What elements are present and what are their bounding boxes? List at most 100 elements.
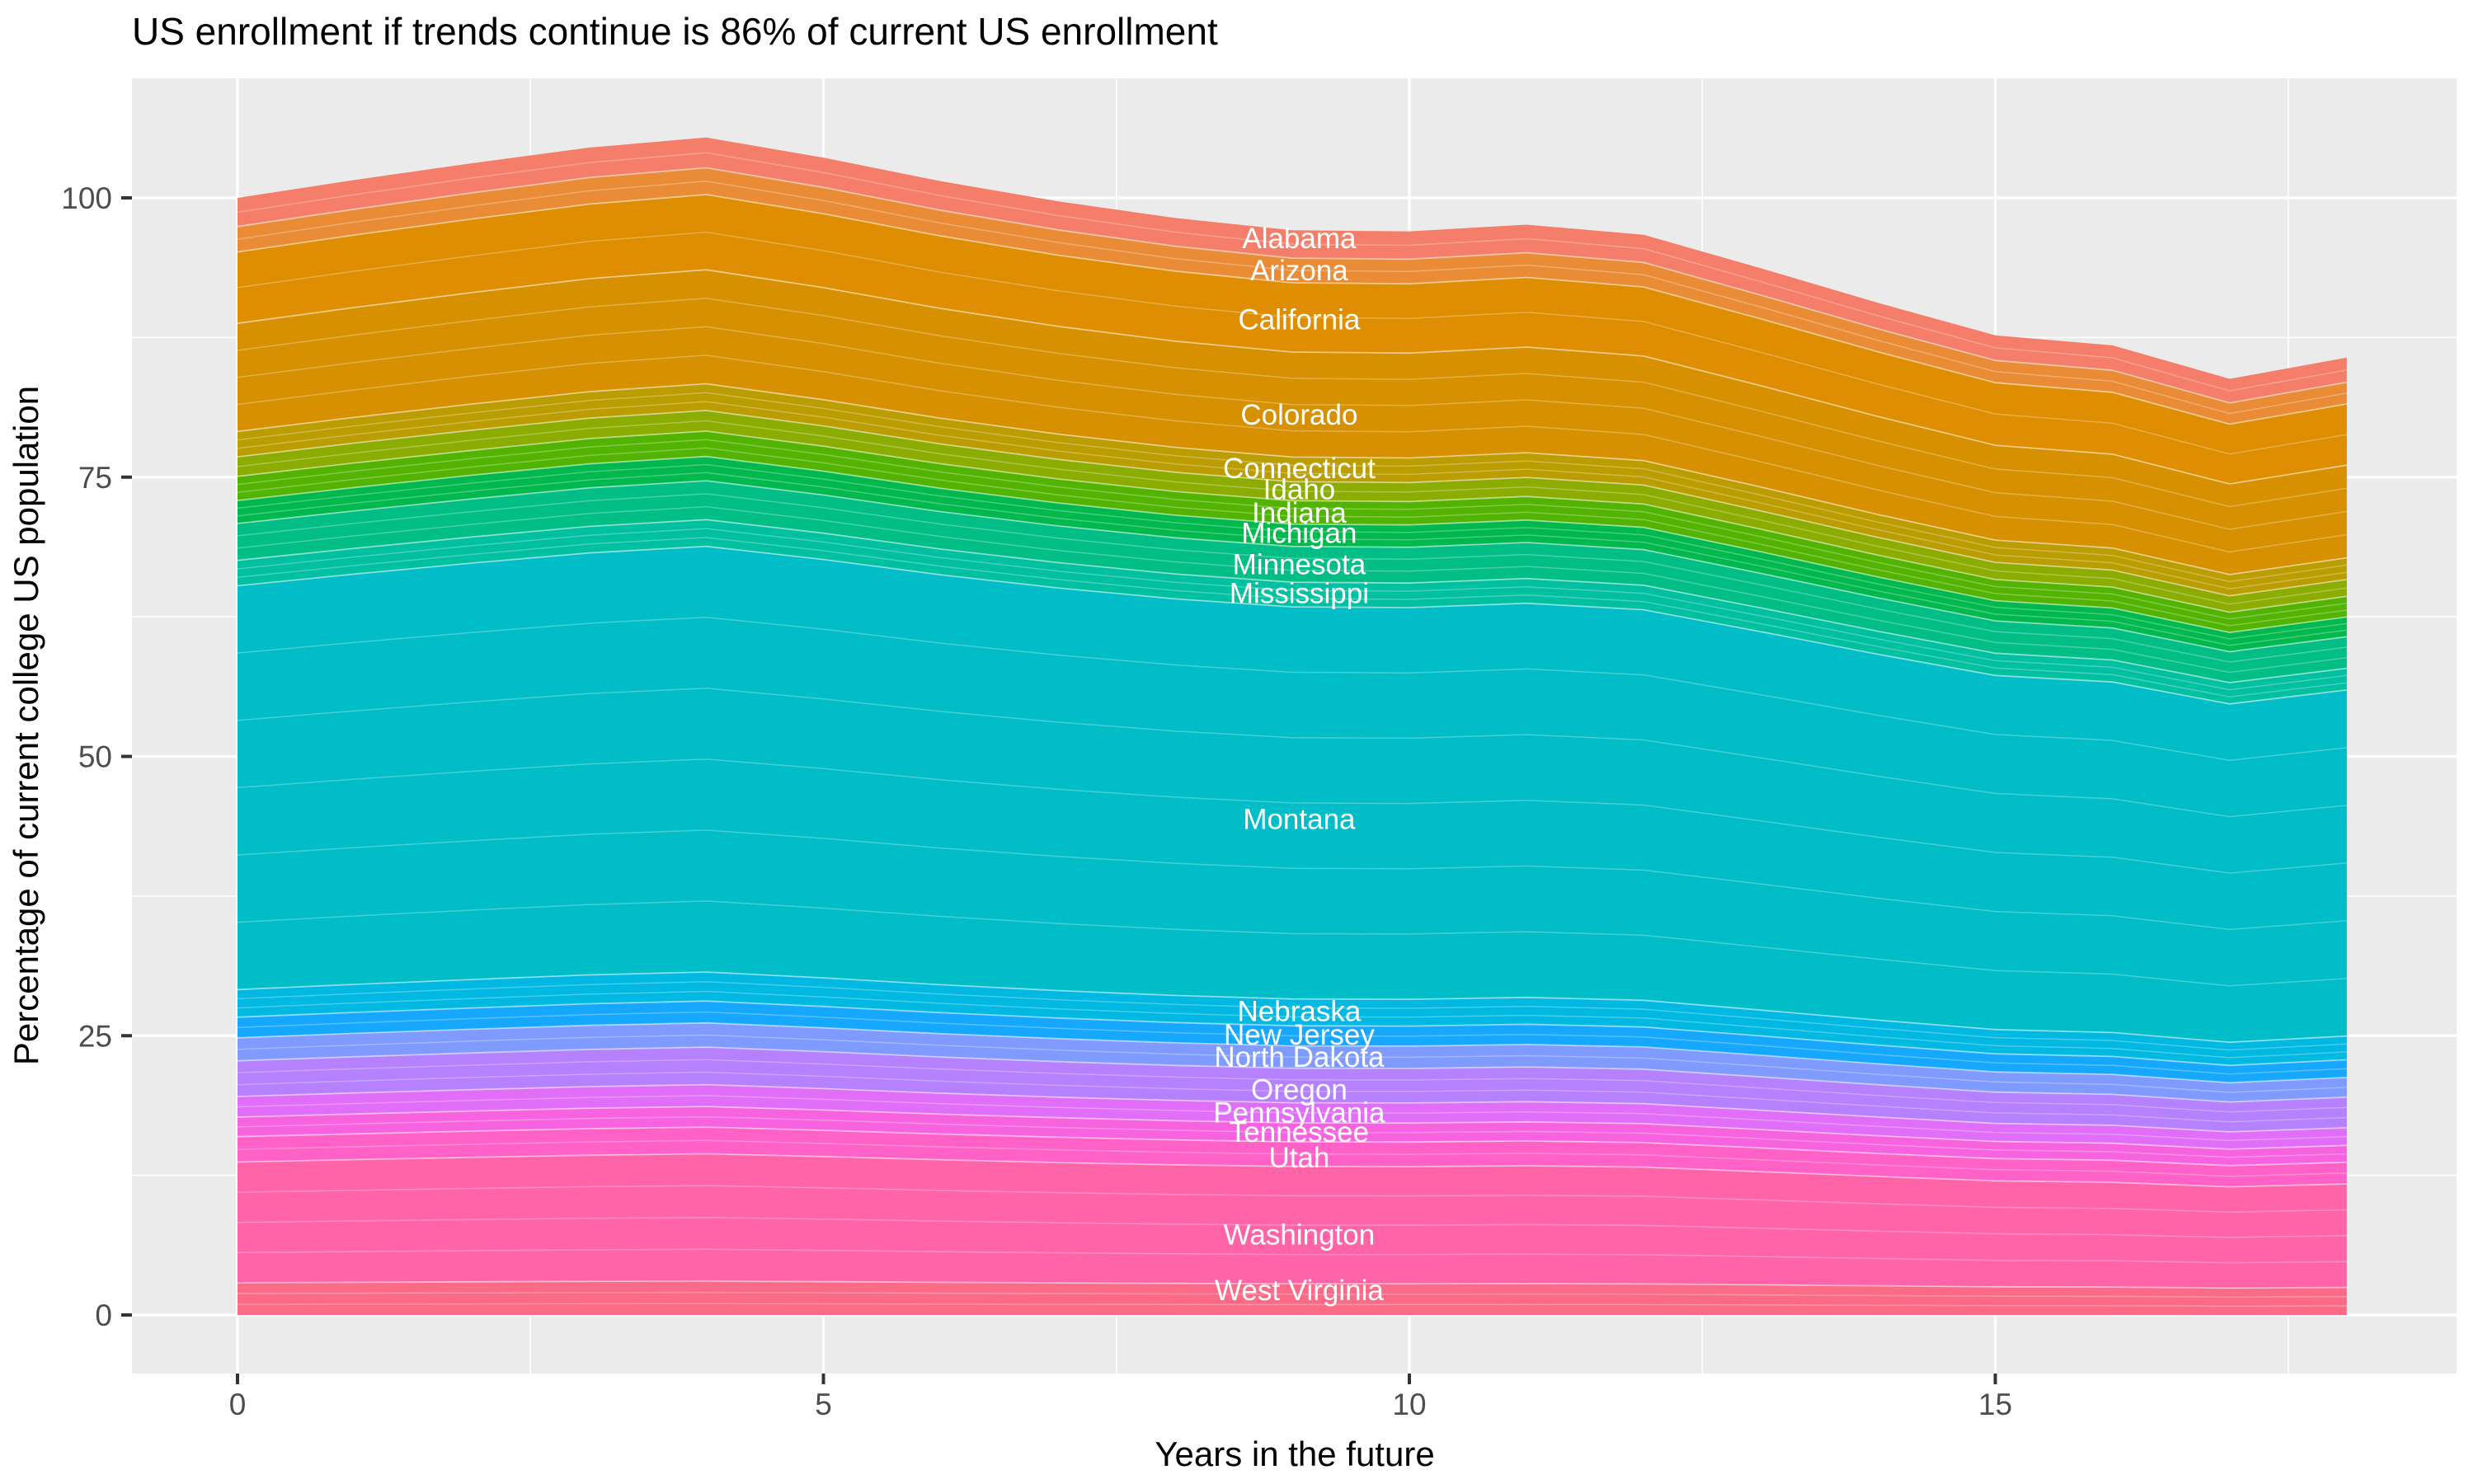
state-label-utah: Utah xyxy=(1268,1142,1329,1174)
stratum-hairline xyxy=(237,758,2347,874)
x-tick-label: 5 xyxy=(815,1388,832,1421)
stratum-hairline xyxy=(237,1139,2347,1177)
area-band-washington xyxy=(238,1153,2347,1289)
band-boundary-hairline xyxy=(237,269,2347,485)
y-tick-label: 75 xyxy=(78,461,112,495)
area-band-mississippi xyxy=(238,519,2347,704)
stratum-hairline xyxy=(237,355,2347,553)
stratum-boundary-hairlines xyxy=(237,152,2347,1307)
stratum-hairline xyxy=(237,1059,2347,1113)
stratum-hairline xyxy=(237,1303,2347,1307)
band-boundary-hairline xyxy=(237,1153,2347,1188)
x-axis-tick-labels: 0 5 10 15 xyxy=(229,1388,2012,1421)
band-boundary-hairline xyxy=(237,1280,2347,1289)
area-band-tennessee xyxy=(238,1106,2347,1166)
state-label-indiana: Indiana xyxy=(1252,497,1347,529)
stratum-hairline xyxy=(237,463,2347,640)
stratum-hairline xyxy=(237,980,2347,1051)
state-label-idaho: Idaho xyxy=(1263,474,1336,506)
band-boundary-hairline xyxy=(237,1126,2347,1167)
stratum-hairline xyxy=(237,152,2347,392)
x-axis-title: Years in the future xyxy=(1155,1435,1434,1473)
area-band-montana xyxy=(238,546,2347,1043)
band-boundary-hairline xyxy=(237,1106,2347,1150)
stratum-hairline xyxy=(237,439,2347,620)
state-label-washington: Washington xyxy=(1224,1219,1376,1251)
band-boundary-hairline xyxy=(237,409,2347,597)
area-band-oregon xyxy=(238,1047,2347,1132)
stratum-hairline xyxy=(237,392,2347,583)
state-label-oregon: Oregon xyxy=(1251,1073,1348,1106)
y-tick-label: 100 xyxy=(61,181,112,215)
stratum-hairline xyxy=(237,420,2347,605)
state-label-pennsylvania: Pennsylvania xyxy=(1213,1097,1385,1129)
state-label-mississippi: Mississippi xyxy=(1230,578,1369,610)
stratum-hairline xyxy=(237,990,2347,1059)
area-band-utah xyxy=(238,1127,2347,1187)
area-band-north-dakota xyxy=(238,1022,2347,1102)
x-tick-label: 0 xyxy=(229,1388,247,1421)
stratum-hairline xyxy=(237,472,2347,646)
stratum-hairline xyxy=(237,326,2347,530)
stratum-hairline xyxy=(237,447,2347,627)
band-boundary-hairline xyxy=(237,455,2347,634)
area-band-colorado xyxy=(238,270,2347,575)
area-band-nebraska xyxy=(238,972,2347,1066)
state-label-minnesota: Minnesota xyxy=(1233,548,1366,580)
axis-tick-marks xyxy=(121,196,1997,1384)
area-band-pennsylvania xyxy=(238,1084,2347,1149)
band-boundary-hairline xyxy=(237,1083,2347,1133)
band-boundary-hairline xyxy=(237,519,2347,683)
band-boundary-hairline xyxy=(237,383,2347,575)
stratum-hairline xyxy=(237,505,2347,674)
stratum-hairline xyxy=(237,1291,2347,1298)
state-label-colorado: Colorado xyxy=(1240,399,1357,431)
y-tick-label: 0 xyxy=(95,1298,112,1332)
area-band-west-virginia xyxy=(238,1280,2347,1315)
state-label-california: California xyxy=(1238,304,1360,336)
stratum-hairline xyxy=(237,1034,2347,1093)
band-boundary-hairline xyxy=(237,1000,2347,1067)
state-label-new-jersey: New Jersey xyxy=(1224,1019,1375,1051)
state-label-north-dakota: North Dakota xyxy=(1214,1041,1385,1073)
stratum-hairline xyxy=(237,231,2347,455)
band-boundary-hairline xyxy=(237,971,2347,1044)
stratum-hairline xyxy=(237,401,2347,589)
y-axis-tick-labels: 0 25 50 75 100 xyxy=(61,181,112,1332)
state-label-alabama: Alabama xyxy=(1242,223,1357,255)
stratum-hairline xyxy=(237,528,2347,691)
stratum-hairline xyxy=(237,829,2347,931)
state-label-connecticut: Connecticut xyxy=(1223,453,1376,485)
stratum-hairline xyxy=(237,688,2347,818)
stratum-hairline xyxy=(237,1115,2347,1158)
x-tick-label: 15 xyxy=(1978,1388,2012,1421)
stratum-hairline xyxy=(237,180,2347,415)
stratum-hairline xyxy=(237,1216,2347,1238)
state-label-nebraska: Nebraska xyxy=(1238,995,1362,1027)
stratum-hairline xyxy=(237,493,2347,663)
band-boundary-hairline xyxy=(237,167,2347,404)
stratum-hairline xyxy=(237,537,2347,697)
y-tick-label: 25 xyxy=(78,1019,112,1053)
band-boundary-hairline xyxy=(237,545,2347,705)
band-boundary-hairline xyxy=(237,480,2347,653)
band-boundary-hairline xyxy=(237,430,2347,613)
stratum-hairline xyxy=(237,298,2347,508)
stratum-hairline xyxy=(237,1011,2347,1075)
state-label-michigan: Michigan xyxy=(1241,518,1357,550)
band-boundary-hairline xyxy=(237,1021,2347,1084)
area-band-california xyxy=(238,195,2347,484)
state-label-arizona: Arizona xyxy=(1250,255,1348,287)
state-label-tennessee: Tennessee xyxy=(1230,1116,1369,1148)
stratum-hairline xyxy=(237,1248,2347,1264)
state-label-montana: Montana xyxy=(1243,803,1356,835)
state-label-west-virginia: West Virginia xyxy=(1215,1275,1384,1307)
chart-title: US enrollment if trends continue is 86% … xyxy=(132,10,1218,53)
band-boundary-hairline xyxy=(237,194,2347,425)
stratum-hairline xyxy=(237,616,2347,761)
area-band-new-jersey xyxy=(238,1001,2347,1083)
stratum-hairline xyxy=(237,900,2347,987)
band-boundary-hairline xyxy=(237,1046,2347,1103)
